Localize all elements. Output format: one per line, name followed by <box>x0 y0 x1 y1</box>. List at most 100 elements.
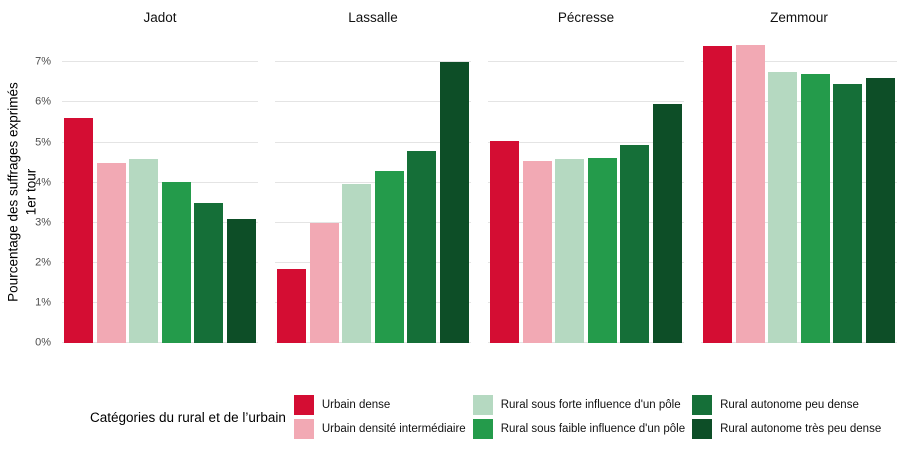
panel-lassalle <box>275 42 471 350</box>
legend-label-urbain-dense: Urbain dense <box>321 399 391 411</box>
gridline-0% <box>701 342 897 343</box>
gridline-5% <box>701 141 897 143</box>
facet-title-pecresse: Pécresse <box>557 10 615 25</box>
gridline-3% <box>62 221 258 223</box>
y-tick-label-1%: 1% <box>35 296 51 309</box>
legend-swatch-rural-sous-faible-influence-dun-pole <box>472 419 493 439</box>
gridline-5% <box>62 141 258 143</box>
bar-lassalle-rural-sous-faible-influence-dun-pole <box>374 171 404 343</box>
bars-pecresse <box>490 42 682 343</box>
legend-items: Urbain dense Urbain densité intermédiaire… <box>293 395 881 439</box>
facet-title-zemmour: Zemmour <box>770 10 828 25</box>
bar-lassalle-rural-sous-forte-influence-dun-pole <box>342 184 372 343</box>
bar-jadot-rural-sous-forte-influence-dun-pole <box>129 159 159 343</box>
legend-swatch-rural-sous-forte-influence-dun-pole <box>472 395 493 415</box>
bar-pecresse-rural-autonome-peu-dense <box>620 144 650 343</box>
bar-pecresse-urbain-dense <box>490 140 519 343</box>
gridline-7% <box>488 61 684 63</box>
legend-swatch-rural-autonome-peu-dense <box>692 395 713 415</box>
legend: Catégories du rural et de l’urbain Urbai… <box>90 395 881 439</box>
bar-jadot-rural-sous-faible-influence-dun-pole <box>161 181 191 343</box>
gridline-7% <box>701 61 897 63</box>
bar-zemmour-rural-autonome-peu-dense <box>833 83 863 343</box>
gridline-7% <box>275 61 471 63</box>
gridline-2% <box>275 261 471 263</box>
bar-pecresse-urbain-densite-intermediaire <box>522 160 552 343</box>
gridline-0% <box>275 342 471 343</box>
legend-item-urbain-dense: Urbain dense <box>293 395 466 415</box>
y-tick-label-6%: 6% <box>35 95 51 108</box>
gridline-1% <box>62 301 258 303</box>
y-axis-tick-labels: 0% 1% 2% 3% 4% 5% 6% 7% <box>0 42 56 350</box>
bar-lassalle-rural-autonome-tres-peu-dense <box>439 61 469 343</box>
gridline-2% <box>488 261 684 263</box>
gridline-4% <box>62 181 258 183</box>
legend-swatch-urbain-densite-intermediaire <box>293 419 314 439</box>
gridline-4% <box>488 181 684 183</box>
bars-jadot <box>64 42 256 343</box>
gridline-6% <box>701 101 897 103</box>
bar-zemmour-urbain-dense <box>703 46 732 343</box>
gridline-6% <box>488 101 684 103</box>
panel-pecresse <box>488 42 684 350</box>
y-tick-label-0%: 0% <box>35 336 51 349</box>
y-tick-label-5%: 5% <box>35 136 51 148</box>
facet-panels: Jadot Lassalle Pécresse Zemmour <box>62 8 897 350</box>
bar-jadot-rural-autonome-tres-peu-dense <box>226 218 256 343</box>
panel-zemmour <box>701 42 897 350</box>
legend-item-rural-autonome-tres-peu-dense: Rural autonome très peu dense <box>692 419 881 439</box>
gridline-7% <box>62 61 258 63</box>
bar-jadot-urbain-densite-intermediaire <box>96 163 126 343</box>
facet-title-jadot: Jadot <box>143 10 177 25</box>
gridline-1% <box>488 301 684 303</box>
legend-label-rural-sous-faible-influence-dun-pole: Rural sous faible influence d'un pôle <box>500 423 686 435</box>
gridline-2% <box>701 261 897 263</box>
gridline-6% <box>62 101 258 103</box>
gridline-3% <box>701 221 897 223</box>
legend-item-rural-autonome-peu-dense: Rural autonome peu dense <box>692 395 881 415</box>
legend-label-rural-autonome-tres-peu-dense: Rural autonome très peu dense <box>720 423 882 435</box>
gridline-2% <box>62 261 258 263</box>
bar-lassalle-rural-autonome-peu-dense <box>407 151 437 343</box>
bar-pecresse-rural-sous-faible-influence-dun-pole <box>587 158 617 343</box>
gridline-3% <box>275 221 471 223</box>
gridline-5% <box>275 141 471 143</box>
bar-lassalle-urbain-dense <box>277 268 306 343</box>
bar-zemmour-rural-autonome-tres-peu-dense <box>865 77 895 343</box>
legend-group-2: Rural sous forte influence d'un pôle Rura… <box>472 395 686 439</box>
gridline-0% <box>62 342 258 343</box>
gridline-0% <box>488 342 684 343</box>
y-tick-label-3%: 3% <box>35 216 51 229</box>
bar-pecresse-rural-sous-forte-influence-dun-pole <box>555 158 585 343</box>
y-tick-label-7%: 7% <box>35 55 51 68</box>
bar-jadot-urbain-dense <box>64 117 93 343</box>
facet-lassalle: Lassalle <box>275 8 471 350</box>
gridline-4% <box>275 181 471 183</box>
bar-zemmour-rural-sous-faible-influence-dun-pole <box>800 73 830 343</box>
gridline-4% <box>701 181 897 183</box>
gridline-3% <box>488 221 684 223</box>
gridline-5% <box>488 141 684 143</box>
legend-label-rural-sous-forte-influence-dun-pole: Rural sous forte influence d'un pôle <box>500 399 681 411</box>
gridline-1% <box>701 301 897 303</box>
legend-label-rural-autonome-peu-dense: Rural autonome peu dense <box>720 399 859 411</box>
panel-jadot <box>62 42 258 350</box>
legend-item-rural-sous-faible-influence-dun-pole: Rural sous faible influence d'un pôle <box>472 419 686 439</box>
legend-swatch-rural-autonome-tres-peu-dense <box>692 419 713 439</box>
y-tick-label-4%: 4% <box>35 176 51 189</box>
y-tick-label-2%: 2% <box>35 256 51 269</box>
bar-jadot-rural-autonome-peu-dense <box>194 203 224 343</box>
bar-lassalle-urbain-densite-intermediaire <box>309 222 339 343</box>
facet-pecresse: Pécresse <box>488 8 684 350</box>
gridline-1% <box>275 301 471 303</box>
legend-group-1: Urbain dense Urbain densité intermédiaire <box>293 395 466 439</box>
facet-jadot: Jadot <box>62 8 258 350</box>
legend-item-rural-sous-forte-influence-dun-pole: Rural sous forte influence d'un pôle <box>472 395 685 415</box>
legend-item-urbain-densite-intermediaire: Urbain densité intermédiaire <box>293 419 466 439</box>
legend-group-3: Rural autonome peu dense Rural autonome t… <box>692 395 881 439</box>
bar-pecresse-rural-autonome-tres-peu-dense <box>652 103 682 343</box>
legend-label-urbain-densite-intermediaire: Urbain densité intermédiaire <box>321 423 466 435</box>
bar-zemmour-urbain-densite-intermediaire <box>735 45 765 343</box>
gridline-6% <box>275 101 471 103</box>
legend-title: Catégories du rural et de l’urbain <box>90 409 286 425</box>
